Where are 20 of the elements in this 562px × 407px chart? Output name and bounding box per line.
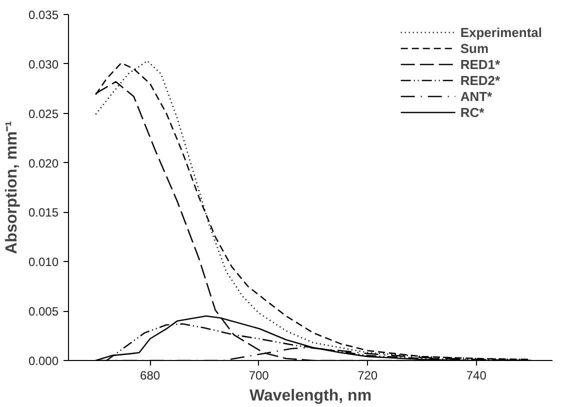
x-axis-title: Wavelength, nm [249, 388, 372, 404]
y-axis-title: Absorption, mm⁻¹ [3, 120, 20, 254]
legend-label: Experimental [460, 24, 542, 40]
legend-label: RC* [460, 104, 484, 120]
y-tick-label: 0.010 [28, 255, 59, 270]
y-tick-label: 0.030 [28, 57, 59, 72]
y-tick-label: 0.000 [28, 354, 59, 368]
x-tick-label: 700 [248, 368, 270, 382]
y-tick-label: 0.020 [28, 156, 59, 170]
legend-label: RED1* [460, 56, 500, 72]
legend-label: Sum [460, 40, 489, 56]
y-tick-label: 0.005 [28, 304, 59, 319]
x-tick-label: 740 [466, 368, 487, 382]
y-tick-label: 0.025 [28, 106, 59, 121]
legend-label: ANT* [460, 88, 492, 104]
y-tick-label: 0.015 [28, 206, 59, 220]
y-tick-label: 0.035 [28, 8, 59, 22]
legend-label: RED2* [460, 72, 500, 88]
x-tick-label: 680 [140, 368, 160, 382]
x-tick-label: 720 [358, 368, 378, 382]
